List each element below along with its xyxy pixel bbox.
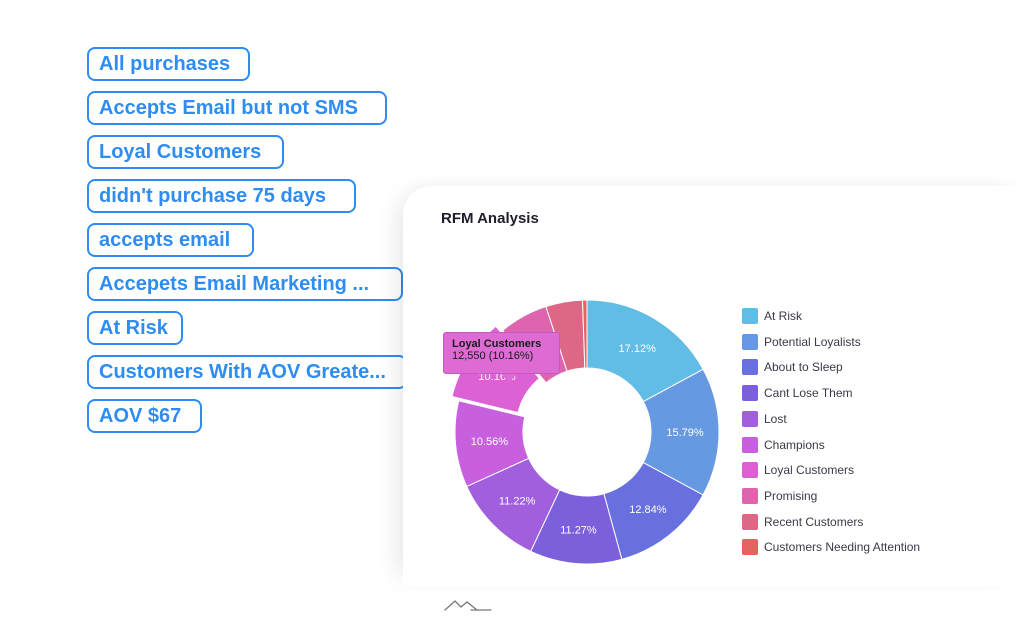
legend-item[interactable]: Lost (742, 410, 787, 428)
donut-slice[interactable] (582, 299, 588, 369)
legend-swatch (742, 539, 758, 556)
legend-swatch (742, 513, 758, 530)
legend-item[interactable]: Customers Needing Attention (742, 538, 920, 556)
slice-label: 11.27% (560, 525, 597, 537)
segment-tag[interactable]: accepts email (87, 223, 254, 257)
slice-label: 12.84% (629, 504, 667, 516)
tooltip-arrow (501, 374, 517, 382)
slice-label: 15.79% (666, 427, 704, 439)
legend-label: About to Sleep (764, 360, 843, 375)
mountain-logo-icon (444, 600, 492, 611)
chart-tooltip: Loyal Customers 12,550 (10.16%) (443, 332, 560, 374)
segment-tag[interactable]: Accepets Email Marketing ... (87, 267, 403, 301)
legend-label: Customers Needing Attention (764, 540, 921, 555)
segment-tag[interactable]: At Risk (87, 311, 183, 345)
legend-label: Potential Loyalists (764, 334, 861, 349)
legend-label: At Risk (764, 309, 803, 323)
legend-label: Cant Lose Them (764, 386, 853, 401)
segment-tag[interactable]: Loyal Customers (87, 135, 284, 169)
legend-label: Lost (764, 411, 787, 426)
legend-swatch (742, 308, 758, 324)
segment-tag[interactable]: Accepts Email but not SMS (87, 91, 387, 125)
segment-tag[interactable]: All purchases (87, 47, 250, 81)
legend-label: Champions (764, 437, 825, 452)
legend-label: Recent Customers (764, 514, 864, 529)
segment-tag[interactable]: AOV $67 (87, 399, 202, 433)
legend-item[interactable]: Recent Customers (742, 513, 863, 531)
tooltip-value: 12,550 (10.16%) (452, 350, 534, 362)
legend-swatch (742, 333, 758, 350)
legend-swatch (742, 462, 758, 479)
legend-item[interactable]: Promising (742, 487, 817, 505)
legend-item[interactable]: Potential Loyalists (742, 333, 861, 351)
donut-slice[interactable] (454, 400, 530, 488)
legend-item[interactable]: At Risk (742, 307, 802, 325)
legend-item[interactable]: Cant Lose Them (742, 384, 853, 402)
chart-title: RFM Analysis (441, 210, 539, 227)
legend-swatch (742, 487, 758, 504)
slice-label: 17.12% (619, 343, 657, 355)
slice-label: 10.56% (471, 436, 509, 448)
rfm-chart-card: RFM Analysis 17.12% 15.79% 12.84% 11.27% 11.… (403, 186, 1024, 586)
tooltip-title: Loyal Customers (452, 338, 542, 350)
legend-item[interactable]: About to Sleep (742, 358, 843, 376)
segment-tag[interactable]: Customers With AOV Greate... (87, 355, 407, 389)
legend-swatch (742, 385, 758, 402)
legend-swatch (742, 410, 758, 427)
donut-chart: 17.12%15.79%12.84%11.27%11.22%10.56%10.1… (451, 299, 720, 565)
legend-label: Promising (764, 488, 818, 503)
legend-swatch (742, 359, 758, 376)
legend-item[interactable]: Champions (742, 436, 825, 454)
legend-label: Loyal Customers (764, 463, 855, 478)
slice-label: 11.22% (499, 496, 536, 508)
segment-tag[interactable]: didn't purchase 75 days (87, 179, 356, 213)
legend-swatch (742, 436, 758, 453)
legend-item[interactable]: Loyal Customers (742, 461, 854, 479)
